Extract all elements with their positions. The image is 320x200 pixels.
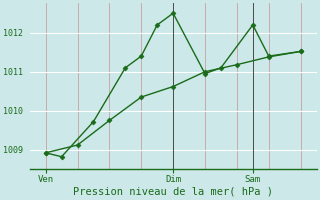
X-axis label: Pression niveau de la mer( hPa ): Pression niveau de la mer( hPa ) — [73, 187, 273, 197]
